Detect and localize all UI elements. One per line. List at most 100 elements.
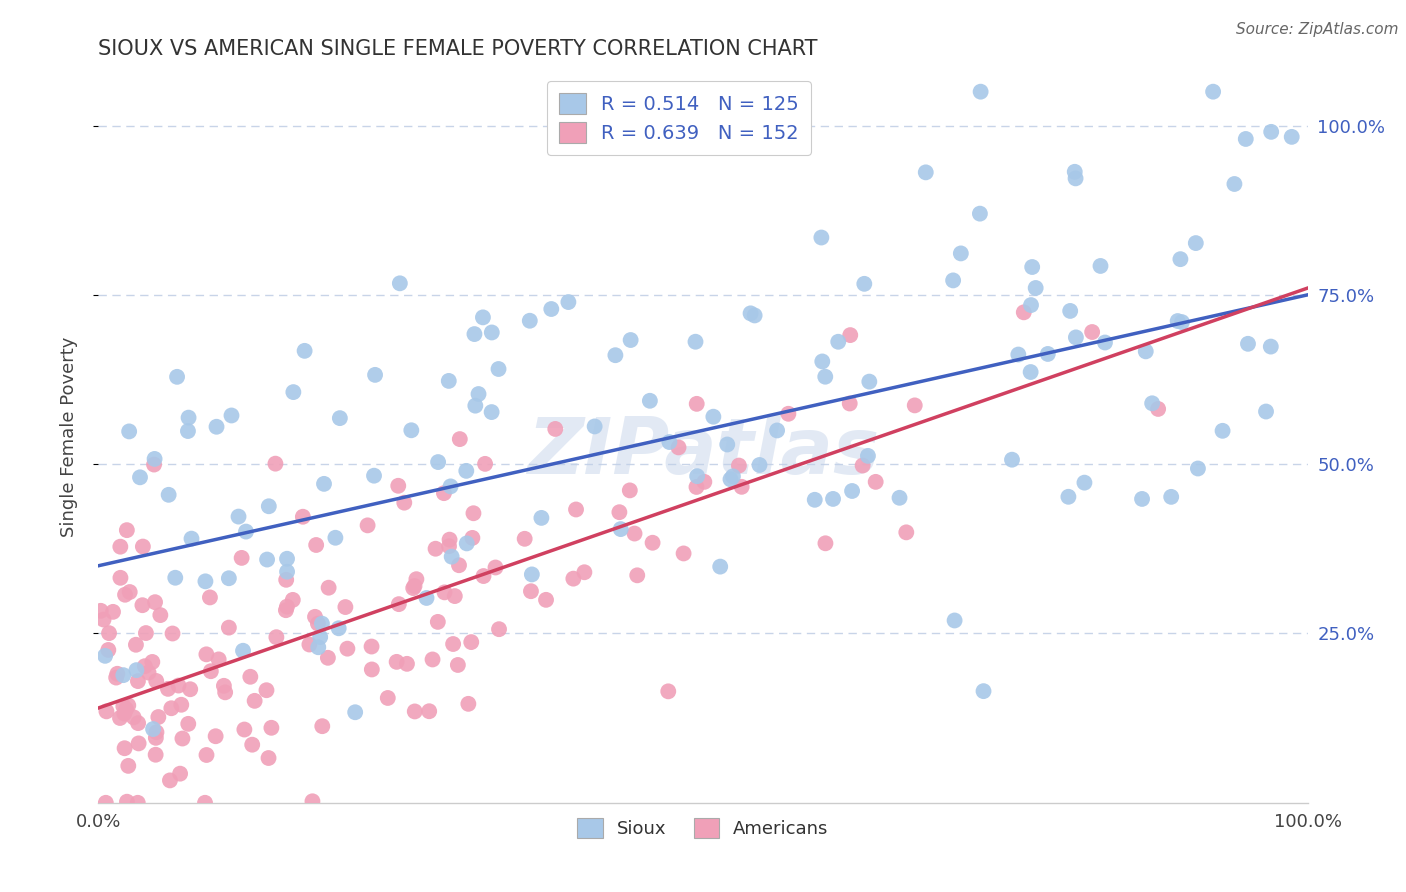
Point bbox=[90, 604, 112, 618]
Point bbox=[457, 697, 479, 711]
Point bbox=[418, 704, 440, 718]
Point bbox=[318, 581, 340, 595]
Point bbox=[160, 701, 183, 715]
Point bbox=[231, 550, 253, 565]
Point bbox=[97, 643, 120, 657]
Point bbox=[127, 674, 149, 689]
Point bbox=[1057, 490, 1080, 504]
Point bbox=[159, 773, 181, 788]
Point bbox=[125, 638, 148, 652]
Point bbox=[307, 640, 329, 655]
Point bbox=[1135, 344, 1157, 359]
Point bbox=[481, 326, 503, 340]
Point bbox=[395, 657, 418, 671]
Point bbox=[135, 626, 157, 640]
Point bbox=[243, 694, 266, 708]
Point bbox=[914, 165, 936, 179]
Point bbox=[1147, 401, 1170, 416]
Point bbox=[1081, 325, 1104, 339]
Point bbox=[641, 535, 664, 549]
Point bbox=[264, 457, 287, 471]
Point bbox=[205, 419, 228, 434]
Point bbox=[720, 472, 742, 486]
Point bbox=[180, 532, 202, 546]
Point bbox=[415, 591, 437, 605]
Point bbox=[1019, 365, 1042, 379]
Point bbox=[1171, 315, 1194, 329]
Point bbox=[1140, 396, 1163, 410]
Text: ZIPatlas: ZIPatlas bbox=[527, 414, 879, 490]
Point bbox=[125, 663, 148, 677]
Point bbox=[344, 705, 367, 719]
Point bbox=[143, 595, 166, 609]
Point bbox=[481, 405, 503, 419]
Point bbox=[309, 630, 332, 644]
Point bbox=[433, 486, 456, 500]
Point bbox=[1036, 347, 1059, 361]
Point bbox=[401, 423, 423, 437]
Point bbox=[177, 424, 200, 438]
Point bbox=[685, 480, 707, 494]
Point bbox=[540, 301, 562, 316]
Point bbox=[177, 716, 200, 731]
Point bbox=[841, 483, 863, 498]
Point bbox=[721, 469, 744, 483]
Point bbox=[114, 588, 136, 602]
Point bbox=[240, 738, 263, 752]
Point bbox=[1001, 452, 1024, 467]
Point bbox=[166, 369, 188, 384]
Point bbox=[305, 538, 328, 552]
Point bbox=[447, 657, 470, 672]
Point bbox=[204, 729, 226, 743]
Point bbox=[156, 681, 179, 696]
Point bbox=[127, 796, 149, 810]
Point bbox=[195, 648, 218, 662]
Point bbox=[461, 531, 484, 545]
Point bbox=[388, 277, 411, 291]
Point bbox=[405, 572, 427, 586]
Point bbox=[385, 655, 408, 669]
Point bbox=[377, 690, 399, 705]
Point bbox=[167, 679, 190, 693]
Point bbox=[626, 568, 648, 582]
Point bbox=[839, 328, 862, 343]
Point bbox=[439, 533, 461, 547]
Point bbox=[1237, 336, 1260, 351]
Text: SIOUX VS AMERICAN SINGLE FEMALE POVERTY CORRELATION CHART: SIOUX VS AMERICAN SINGLE FEMALE POVERTY … bbox=[98, 38, 818, 59]
Point bbox=[658, 435, 681, 450]
Point bbox=[443, 589, 465, 603]
Point bbox=[387, 479, 409, 493]
Point bbox=[145, 673, 167, 688]
Point bbox=[534, 592, 557, 607]
Point bbox=[943, 614, 966, 628]
Point bbox=[460, 635, 482, 649]
Point bbox=[744, 309, 766, 323]
Point bbox=[638, 393, 661, 408]
Point bbox=[336, 641, 359, 656]
Point bbox=[118, 585, 141, 599]
Point bbox=[969, 85, 991, 99]
Point bbox=[307, 616, 329, 631]
Point bbox=[165, 571, 187, 585]
Point bbox=[169, 766, 191, 780]
Point bbox=[467, 387, 489, 401]
Point bbox=[134, 659, 156, 673]
Point bbox=[1281, 129, 1303, 144]
Point bbox=[728, 458, 751, 473]
Point bbox=[110, 540, 132, 554]
Point bbox=[132, 540, 155, 554]
Point bbox=[143, 451, 166, 466]
Point bbox=[1090, 259, 1112, 273]
Point bbox=[668, 441, 690, 455]
Point bbox=[623, 526, 645, 541]
Point bbox=[1012, 305, 1035, 319]
Point bbox=[821, 491, 844, 506]
Point bbox=[422, 652, 444, 666]
Point bbox=[402, 581, 425, 595]
Point bbox=[291, 509, 314, 524]
Point bbox=[298, 638, 321, 652]
Text: Source: ZipAtlas.com: Source: ZipAtlas.com bbox=[1236, 22, 1399, 37]
Point bbox=[311, 616, 333, 631]
Point bbox=[1170, 252, 1192, 267]
Point bbox=[1073, 475, 1095, 490]
